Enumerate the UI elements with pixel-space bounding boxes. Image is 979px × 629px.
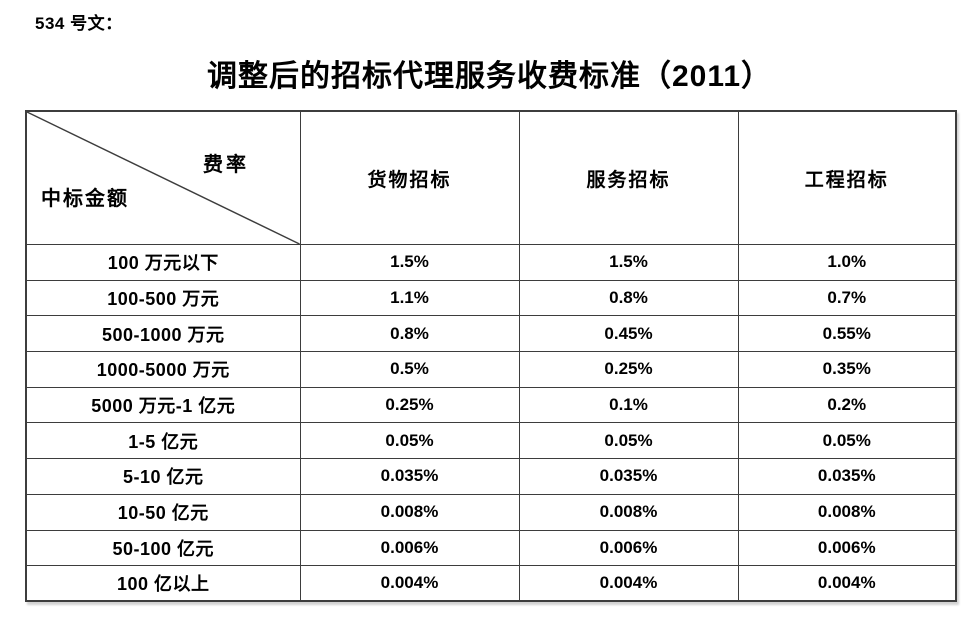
table-row: 500-1000 万元 0.8% 0.45% 0.55%	[25, 315, 957, 353]
fee-cell: 0.008%	[299, 493, 520, 531]
column-header-services: 服务招标	[518, 110, 739, 245]
fee-cell: 0.35%	[737, 351, 957, 388]
fee-cell: 0.8%	[518, 279, 739, 317]
row-label: 10-50 亿元	[25, 493, 301, 531]
row-label: 5-10 亿元	[25, 458, 301, 495]
table-header-row: 费率 中标金额 货物招标 服务招标 工程招标	[25, 110, 957, 245]
fee-cell: 0.035%	[737, 458, 957, 495]
fee-cell: 0.1%	[518, 386, 739, 424]
fee-cell: 0.004%	[737, 565, 957, 602]
fee-cell: 0.008%	[737, 493, 957, 531]
fee-cell: 0.008%	[518, 493, 739, 531]
table-row: 10-50 亿元 0.008% 0.008% 0.008%	[25, 493, 957, 531]
fee-cell: 0.035%	[299, 458, 520, 495]
row-label: 1-5 亿元	[25, 422, 301, 460]
fee-cell: 0.05%	[518, 422, 739, 460]
fee-cell: 1.5%	[299, 244, 520, 281]
table-row: 5000 万元-1 亿元 0.25% 0.1% 0.2%	[25, 386, 957, 424]
fee-cell: 0.05%	[737, 422, 957, 460]
row-label: 50-100 亿元	[25, 529, 301, 567]
document-title: 调整后的招标代理服务收费标准（2011）	[206, 60, 773, 93]
fee-cell: 0.05%	[299, 422, 520, 460]
fee-cell: 0.5%	[299, 351, 520, 388]
document-number: 534 号文：	[35, 14, 123, 33]
fee-cell: 0.45%	[518, 315, 739, 353]
row-label: 100-500 万元	[25, 279, 301, 317]
fee-cell: 0.004%	[518, 565, 739, 602]
fee-standards-table: 费率 中标金额 货物招标 服务招标 工程招标 100 万元以下 1.5% 1.5…	[25, 110, 957, 603]
fee-cell: 0.7%	[737, 279, 957, 317]
fee-cell: 0.8%	[299, 315, 520, 353]
table-row: 100 万元以下 1.5% 1.5% 1.0%	[25, 244, 957, 281]
corner-cell: 费率 中标金额	[25, 110, 301, 245]
fee-cell: 0.006%	[518, 529, 739, 567]
row-label: 100 亿以上	[25, 565, 301, 602]
fee-cell: 0.006%	[737, 529, 957, 567]
table-row: 1000-5000 万元 0.5% 0.25% 0.35%	[25, 351, 957, 388]
fee-cell: 1.1%	[299, 279, 520, 317]
row-label: 100 万元以下	[25, 244, 301, 281]
fee-cell: 1.0%	[737, 244, 957, 281]
corner-label-amount: 中标金额	[41, 188, 129, 210]
row-label: 5000 万元-1 亿元	[25, 386, 301, 424]
fee-cell: 0.2%	[737, 386, 957, 424]
column-header-engineering: 工程招标	[737, 110, 957, 245]
table-row: 100-500 万元 1.1% 0.8% 0.7%	[25, 279, 957, 317]
diagonal-divider-line	[27, 112, 300, 244]
column-header-goods: 货物招标	[299, 110, 520, 245]
row-label: 500-1000 万元	[25, 315, 301, 353]
fee-cell: 0.004%	[299, 565, 520, 602]
row-label: 1000-5000 万元	[25, 351, 301, 388]
fee-cell: 0.25%	[518, 351, 739, 388]
table-row: 1-5 亿元 0.05% 0.05% 0.05%	[25, 422, 957, 460]
table-row: 50-100 亿元 0.006% 0.006% 0.006%	[25, 529, 957, 567]
fee-cell: 0.25%	[299, 386, 520, 424]
fee-cell: 0.006%	[299, 529, 520, 567]
fee-cell: 0.55%	[737, 315, 957, 353]
fee-cell: 1.5%	[518, 244, 739, 281]
fee-cell: 0.035%	[518, 458, 739, 495]
corner-label-rate: 费率	[203, 154, 249, 176]
table-row: 5-10 亿元 0.035% 0.035% 0.035%	[25, 458, 957, 495]
table-row: 100 亿以上 0.004% 0.004% 0.004%	[25, 565, 957, 602]
